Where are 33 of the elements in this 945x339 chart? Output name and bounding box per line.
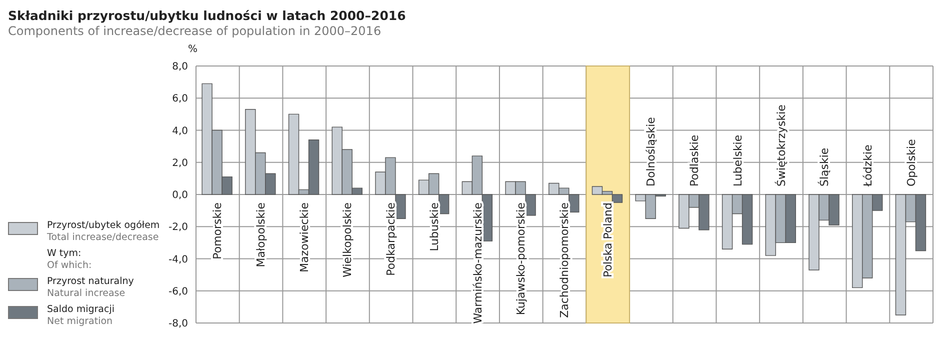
x-tick-label: Podkarpackie: [384, 202, 398, 276]
x-tick-label: Dolnośląskie: [644, 116, 658, 186]
x-tick-label: Zachodniopomorskie: [558, 202, 571, 318]
y-tick-label: 2,0: [172, 158, 188, 169]
text: W tym: Of which:: [47, 248, 92, 271]
y-tick-label: 6,0: [172, 94, 188, 105]
x-tick-label: Warmińsko-mazurskie: [471, 202, 484, 324]
chart-title: Składniki przyrostu/ubytku ludności w latach 2000–2016: [8, 8, 406, 23]
x-tick-label: Łódzkie: [861, 144, 874, 188]
legend-label: Przyrost/ubytek ogółem Total increase/decrease: [47, 220, 160, 244]
x-tick-label: Kujawsko-pomorskie: [514, 202, 528, 316]
x-tick-label: Lubelskie: [731, 134, 744, 186]
x-tick-label: Małopolskie: [254, 202, 268, 268]
x-tick-label: Wielkopolskie: [341, 202, 354, 278]
x-tick-label: Podlaskie: [688, 134, 702, 186]
x-tick-label: Pomorskie: [211, 202, 224, 260]
y-tick-label: 0,0: [172, 190, 188, 202]
x-tick-label: Śląskie: [817, 148, 832, 186]
y-tick-label: -2,0: [168, 222, 188, 234]
x-tick-label: Polska Poland: [601, 202, 614, 278]
y-tick-label: 8,0: [172, 62, 188, 73]
x-tick-label: Lubuskie: [428, 202, 441, 252]
legend-label: Przyrost naturalny Natural increase: [47, 276, 134, 300]
y-tick-label: -8,0: [168, 318, 188, 330]
y-tick-label: -4,0: [168, 254, 188, 266]
y-tick-label: 4,0: [172, 126, 188, 137]
x-tick-label: Mazowieckie: [298, 202, 311, 272]
x-tick-label: Świętokrzyskie: [774, 104, 788, 186]
legend-label: Saldo migracji Net migration: [47, 304, 115, 328]
y-axis-title: %: [188, 44, 198, 55]
chart-subtitle: Components of increase/decrease of population in 2000–2016: [8, 24, 382, 38]
x-tick-label: Opolskie: [904, 138, 918, 186]
y-tick-label: -6,0: [168, 286, 188, 298]
